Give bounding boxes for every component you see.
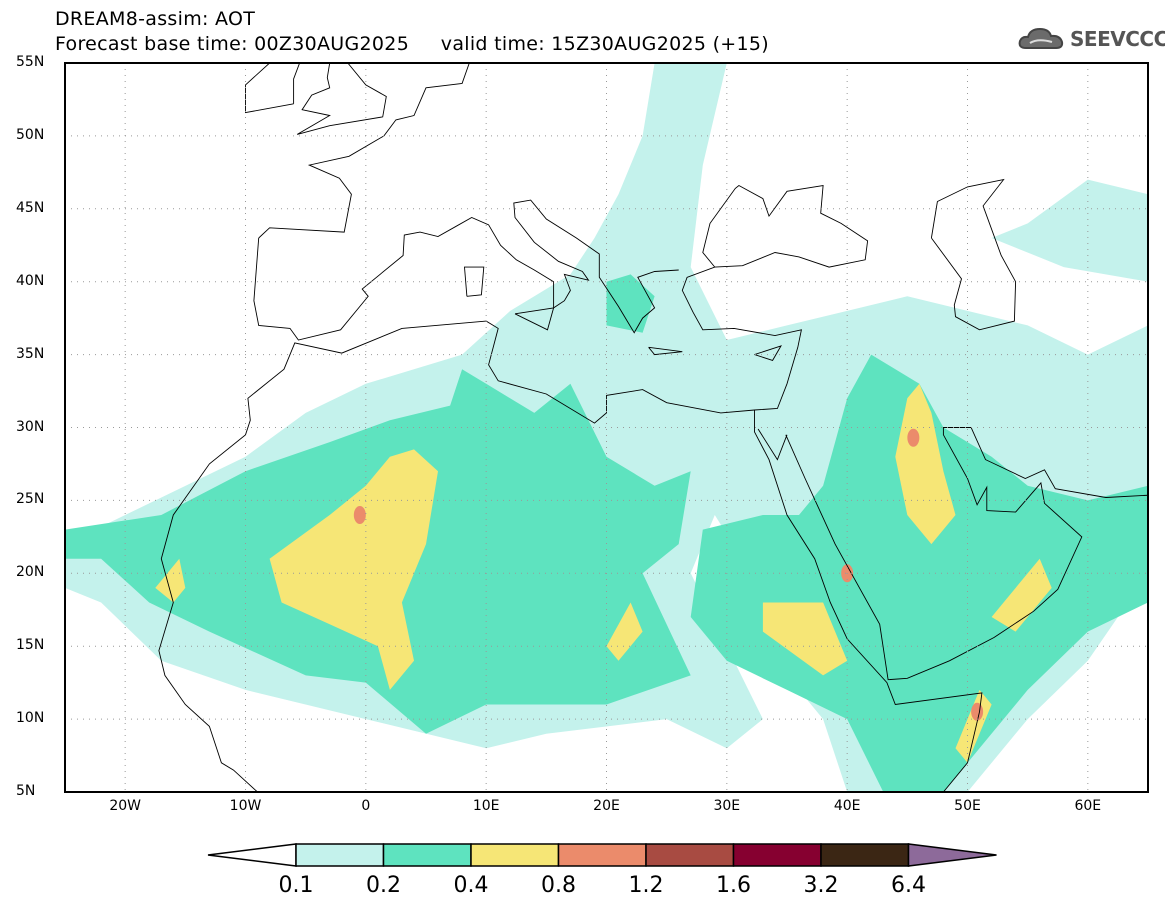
aot-0.8-spot bbox=[971, 702, 984, 721]
colorbar-label: 6.4 bbox=[891, 873, 926, 898]
aot-0.8-spot bbox=[353, 505, 366, 524]
coastline bbox=[258, 63, 470, 239]
colorbar-label: 0.8 bbox=[541, 873, 576, 898]
aot-0.8-spot bbox=[907, 428, 920, 447]
seevccc-logo: SEEVCCC bbox=[1018, 26, 1165, 52]
lat-tick-label: 15N bbox=[16, 637, 45, 654]
coastline bbox=[757, 428, 788, 461]
coastlines bbox=[158, 63, 1148, 792]
cloud-icon bbox=[1018, 27, 1064, 49]
aot-0.4-region-sahara bbox=[269, 449, 438, 690]
aot-0.2-region-east bbox=[690, 354, 1148, 792]
coastline bbox=[648, 346, 683, 356]
lat-tick-label: 40N bbox=[16, 272, 45, 289]
aot-0.4-region-oman bbox=[991, 558, 1052, 632]
colorbar-segment bbox=[557, 843, 647, 867]
colorbar-label: 0.2 bbox=[366, 873, 401, 898]
colorbar-label: 3.2 bbox=[803, 873, 839, 898]
lon-tick-label: 30E bbox=[713, 798, 741, 814]
colorbar-segment bbox=[645, 843, 735, 867]
coastline bbox=[464, 266, 485, 297]
coastline bbox=[514, 307, 555, 331]
lon-tick-label: 50E bbox=[954, 798, 981, 814]
lat-tick-label: 5N bbox=[16, 783, 36, 799]
aot-0.4-region-mauritania bbox=[155, 558, 186, 603]
logo-text: SEEVCCC bbox=[1070, 27, 1165, 51]
colorbar-segment bbox=[295, 843, 385, 867]
coastline bbox=[754, 410, 983, 792]
lon-tick-label: 40E bbox=[833, 798, 861, 814]
colorbar-segment bbox=[732, 843, 822, 867]
coastline bbox=[158, 184, 869, 792]
colorbar-low-arrow bbox=[207, 843, 297, 867]
lat-tick-label: 55N bbox=[16, 54, 45, 70]
colorbar-high-arrow bbox=[907, 843, 997, 867]
colorbar-segment bbox=[470, 843, 560, 867]
lat-tick-label: 50N bbox=[16, 126, 45, 143]
lon-tick-label: 10E bbox=[472, 798, 500, 814]
aot-0.4-region-iraq bbox=[895, 383, 956, 545]
colorbar-label: 1.2 bbox=[628, 873, 664, 898]
lon-tick-label: 0 bbox=[361, 798, 371, 814]
lat-tick-label: 20N bbox=[16, 564, 45, 581]
lon-tick-label: 60E bbox=[1074, 798, 1102, 814]
lon-tick-label: 10W bbox=[229, 798, 262, 814]
coastline bbox=[245, 63, 301, 114]
lon-tick-label: 20W bbox=[109, 798, 141, 814]
coastline bbox=[296, 63, 387, 135]
forecast-time-subtitle: Forecast base time: 00Z30AUG2025 valid t… bbox=[55, 33, 770, 55]
coastline bbox=[785, 427, 1148, 681]
aot-0.4-region-sudan bbox=[762, 602, 848, 676]
lat-tick-label: 35N bbox=[16, 345, 45, 362]
aot-0.1-region-north bbox=[991, 179, 1148, 282]
coastline bbox=[930, 178, 1017, 331]
aot-0.4-region-chad bbox=[606, 602, 643, 661]
colorbar-label: 0.4 bbox=[453, 873, 489, 898]
map-frame bbox=[64, 62, 1149, 793]
lat-tick-label: 30N bbox=[16, 418, 45, 435]
colorbar-label: 1.6 bbox=[716, 873, 751, 898]
coastline bbox=[253, 199, 679, 341]
colorbar-segment bbox=[382, 843, 472, 867]
coastline bbox=[754, 345, 782, 361]
colorbar bbox=[207, 843, 997, 867]
lat-tick-label: 45N bbox=[16, 199, 45, 216]
map-title: DREAM8-assim: AOT bbox=[55, 8, 256, 30]
colorbar-segment bbox=[820, 843, 910, 867]
lon-tick-label: 20E bbox=[593, 798, 620, 814]
lat-tick-label: 10N bbox=[16, 710, 45, 727]
lat-tick-label: 25N bbox=[16, 491, 45, 508]
colorbar-label: 0.1 bbox=[278, 873, 314, 898]
gridlines bbox=[65, 63, 1148, 792]
aot-fields bbox=[65, 63, 1148, 792]
